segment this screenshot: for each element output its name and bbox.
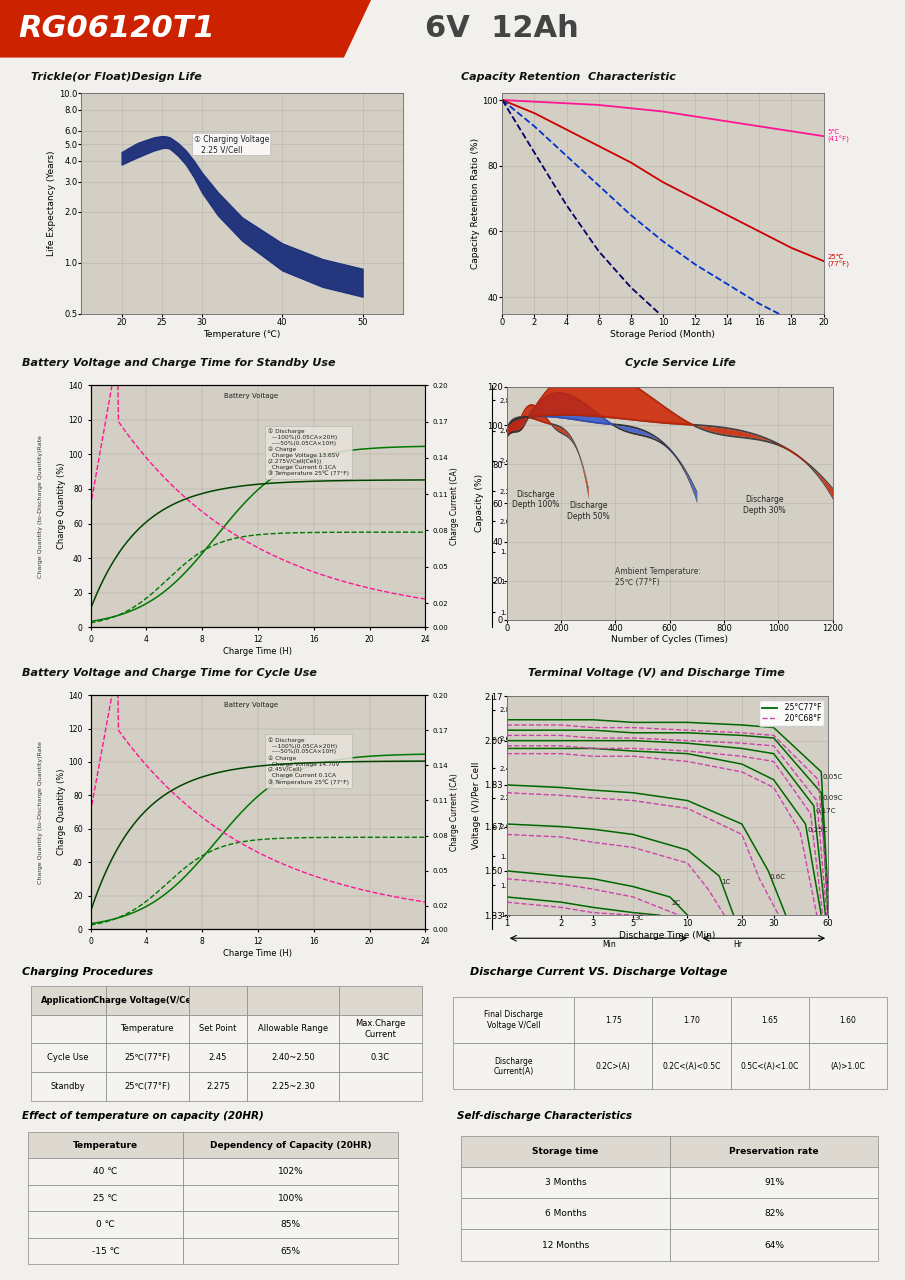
Text: Charging Procedures: Charging Procedures [22, 966, 153, 977]
Text: 2C: 2C [672, 900, 681, 905]
Y-axis label: Battery Voltage (V)/Per Cell: Battery Voltage (V)/Per Cell [512, 759, 521, 865]
Text: Discharge
Depth 100%: Discharge Depth 100% [511, 489, 559, 509]
Text: Charge Quantity (to-Discharge Quantity)Rate: Charge Quantity (to-Discharge Quantity)R… [38, 741, 43, 883]
Text: 6V  12Ah: 6V 12Ah [425, 14, 579, 44]
Text: Self-discharge Characteristics: Self-discharge Characteristics [457, 1111, 632, 1121]
Legend:   25°C77°F,   20°C68°F: 25°C77°F, 20°C68°F [759, 700, 824, 726]
X-axis label: Charge Time (H): Charge Time (H) [224, 646, 292, 655]
Text: Hr: Hr [734, 940, 743, 950]
Text: 0.17C: 0.17C [815, 809, 836, 814]
Text: Charge Quantity (to-Discharge Quantity)Rate: Charge Quantity (to-Discharge Quantity)R… [38, 435, 43, 577]
Text: 1C: 1C [721, 878, 730, 884]
Text: 0.25C: 0.25C [807, 827, 827, 832]
Y-axis label: Charge Quantity (%): Charge Quantity (%) [57, 769, 65, 855]
Y-axis label: Capacity Retention Ratio (%): Capacity Retention Ratio (%) [471, 138, 480, 269]
Text: Battery Voltage and Charge Time for Cycle Use: Battery Voltage and Charge Time for Cycl… [22, 668, 317, 677]
X-axis label: Storage Period (Month): Storage Period (Month) [611, 329, 715, 338]
Text: ① Discharge
  —100%(0.05CA×20H)
  ----50%(0.05CA×10H)
② Charge
  Charge Voltage : ① Discharge —100%(0.05CA×20H) ----50%(0.… [268, 737, 349, 785]
Text: Min: Min [603, 940, 616, 950]
Text: Discharge
Depth 50%: Discharge Depth 50% [567, 502, 610, 521]
Text: ① Discharge
  —100%(0.05CA×20H)
  ----50%(0.05CA×10H)
② Charge
  Charge Voltage : ① Discharge —100%(0.05CA×20H) ----50%(0.… [268, 429, 349, 476]
Y-axis label: Capacity (%): Capacity (%) [475, 474, 484, 532]
Text: Discharge Current VS. Discharge Voltage: Discharge Current VS. Discharge Voltage [471, 966, 728, 977]
Text: 5℃
(41°F): 5℃ (41°F) [828, 129, 850, 143]
Text: Terminal Voltage (V) and Discharge Time: Terminal Voltage (V) and Discharge Time [528, 668, 785, 677]
Text: Discharge
Depth 30%: Discharge Depth 30% [743, 495, 786, 515]
Text: RG06120T1: RG06120T1 [18, 14, 214, 44]
Text: Ambient Temperature:
25℃ (77°F): Ambient Temperature: 25℃ (77°F) [615, 567, 701, 586]
Text: Trickle(or Float)Design Life: Trickle(or Float)Design Life [31, 73, 201, 82]
X-axis label: Number of Cycles (Times): Number of Cycles (Times) [611, 635, 729, 644]
X-axis label: Temperature (℃): Temperature (℃) [204, 329, 281, 338]
Text: Effect of temperature on capacity (20HR): Effect of temperature on capacity (20HR) [22, 1111, 263, 1121]
X-axis label: Discharge Time (Min): Discharge Time (Min) [619, 931, 716, 940]
Text: 0.09C: 0.09C [823, 795, 843, 801]
Text: 0.05C: 0.05C [823, 774, 843, 781]
Y-axis label: Charge Quantity (%): Charge Quantity (%) [57, 463, 65, 549]
Text: 3C: 3C [634, 915, 643, 922]
Text: ① Charging Voltage
   2.25 V/Cell: ① Charging Voltage 2.25 V/Cell [194, 134, 270, 154]
Y-axis label: Life Expectancy (Years): Life Expectancy (Years) [47, 151, 56, 256]
X-axis label: Charge Time (H): Charge Time (H) [224, 948, 292, 957]
Text: Battery Voltage: Battery Voltage [224, 701, 279, 708]
Text: 25℃
(77°F): 25℃ (77°F) [828, 253, 850, 269]
Y-axis label: Charge Current (CA): Charge Current (CA) [450, 773, 459, 851]
Y-axis label: Battery Voltage (V)/Per Cell: Battery Voltage (V)/Per Cell [512, 453, 521, 559]
Text: Battery Voltage and Charge Time for Standby Use: Battery Voltage and Charge Time for Stan… [22, 358, 336, 369]
Y-axis label: Voltage (V)/Per Cell: Voltage (V)/Per Cell [472, 762, 481, 850]
Text: Capacity Retention  Characteristic: Capacity Retention Characteristic [462, 73, 676, 82]
Y-axis label: Charge Current (CA): Charge Current (CA) [450, 467, 459, 545]
Polygon shape [0, 0, 371, 58]
Text: Cycle Service Life: Cycle Service Life [625, 358, 736, 369]
Text: Battery Voltage: Battery Voltage [224, 393, 279, 398]
Text: 0.6C: 0.6C [770, 873, 786, 879]
